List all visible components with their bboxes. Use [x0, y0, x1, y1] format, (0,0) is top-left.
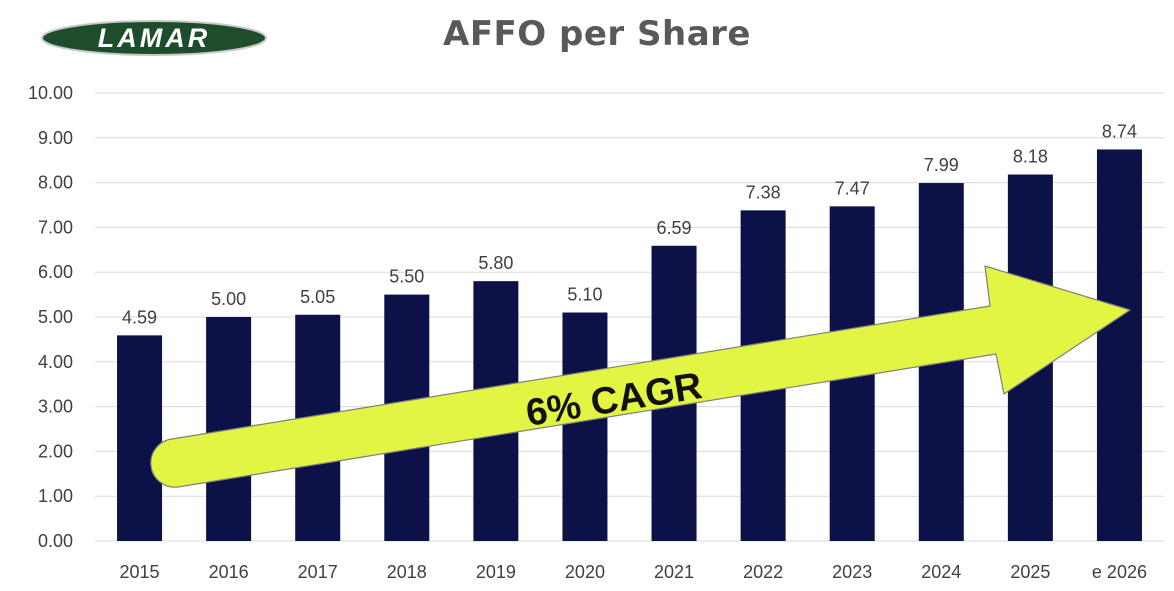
y-tick-label: 8.00 [38, 173, 73, 193]
x-tick-label: 2016 [209, 562, 249, 582]
cagr-arrow [150, 265, 1131, 488]
data-label: 6.59 [657, 218, 692, 238]
y-tick-label: 10.00 [28, 83, 73, 103]
data-label: 7.47 [835, 178, 870, 198]
y-tick-label: 5.00 [38, 307, 73, 327]
x-tick-label: 2017 [298, 562, 338, 582]
x-tick-label: 2020 [565, 562, 605, 582]
x-tick-label: 2015 [120, 562, 160, 582]
bar [117, 335, 163, 541]
data-label: 7.99 [924, 155, 959, 175]
x-tick-label: 2021 [654, 562, 694, 582]
data-label: 5.10 [567, 285, 602, 305]
y-tick-label: 7.00 [38, 217, 73, 237]
bar [1096, 149, 1142, 541]
x-tick-label: 2019 [476, 562, 516, 582]
x-tick-label: 2022 [743, 562, 783, 582]
data-label: 4.59 [122, 307, 157, 327]
lamar-logo: LAMAR [40, 19, 268, 57]
y-tick-label: 3.00 [38, 397, 73, 417]
y-tick-label: 4.00 [38, 352, 73, 372]
x-tick-label: 2025 [1010, 562, 1050, 582]
bar [562, 312, 608, 541]
data-label: 5.50 [389, 267, 424, 287]
x-tick-label: 2018 [387, 562, 427, 582]
x-tick-label: 2024 [921, 562, 961, 582]
y-tick-label: 6.00 [38, 262, 73, 282]
data-label: 8.74 [1102, 121, 1137, 141]
chart-title: AFFO per Share [443, 14, 751, 54]
y-tick-label: 2.00 [38, 441, 73, 461]
x-tick-label: e 2026 [1092, 562, 1147, 582]
data-label: 5.05 [300, 287, 335, 307]
y-tick-label: 1.00 [38, 486, 73, 506]
y-tick-label: 9.00 [38, 128, 73, 148]
data-label: 7.38 [746, 182, 781, 202]
svg-text:LAMAR: LAMAR [98, 23, 210, 53]
x-tick-label: 2023 [832, 562, 872, 582]
data-label: 8.18 [1013, 147, 1048, 167]
data-label: 5.00 [211, 289, 246, 309]
data-label: 5.80 [478, 253, 513, 273]
y-tick-label: 0.00 [38, 531, 73, 551]
